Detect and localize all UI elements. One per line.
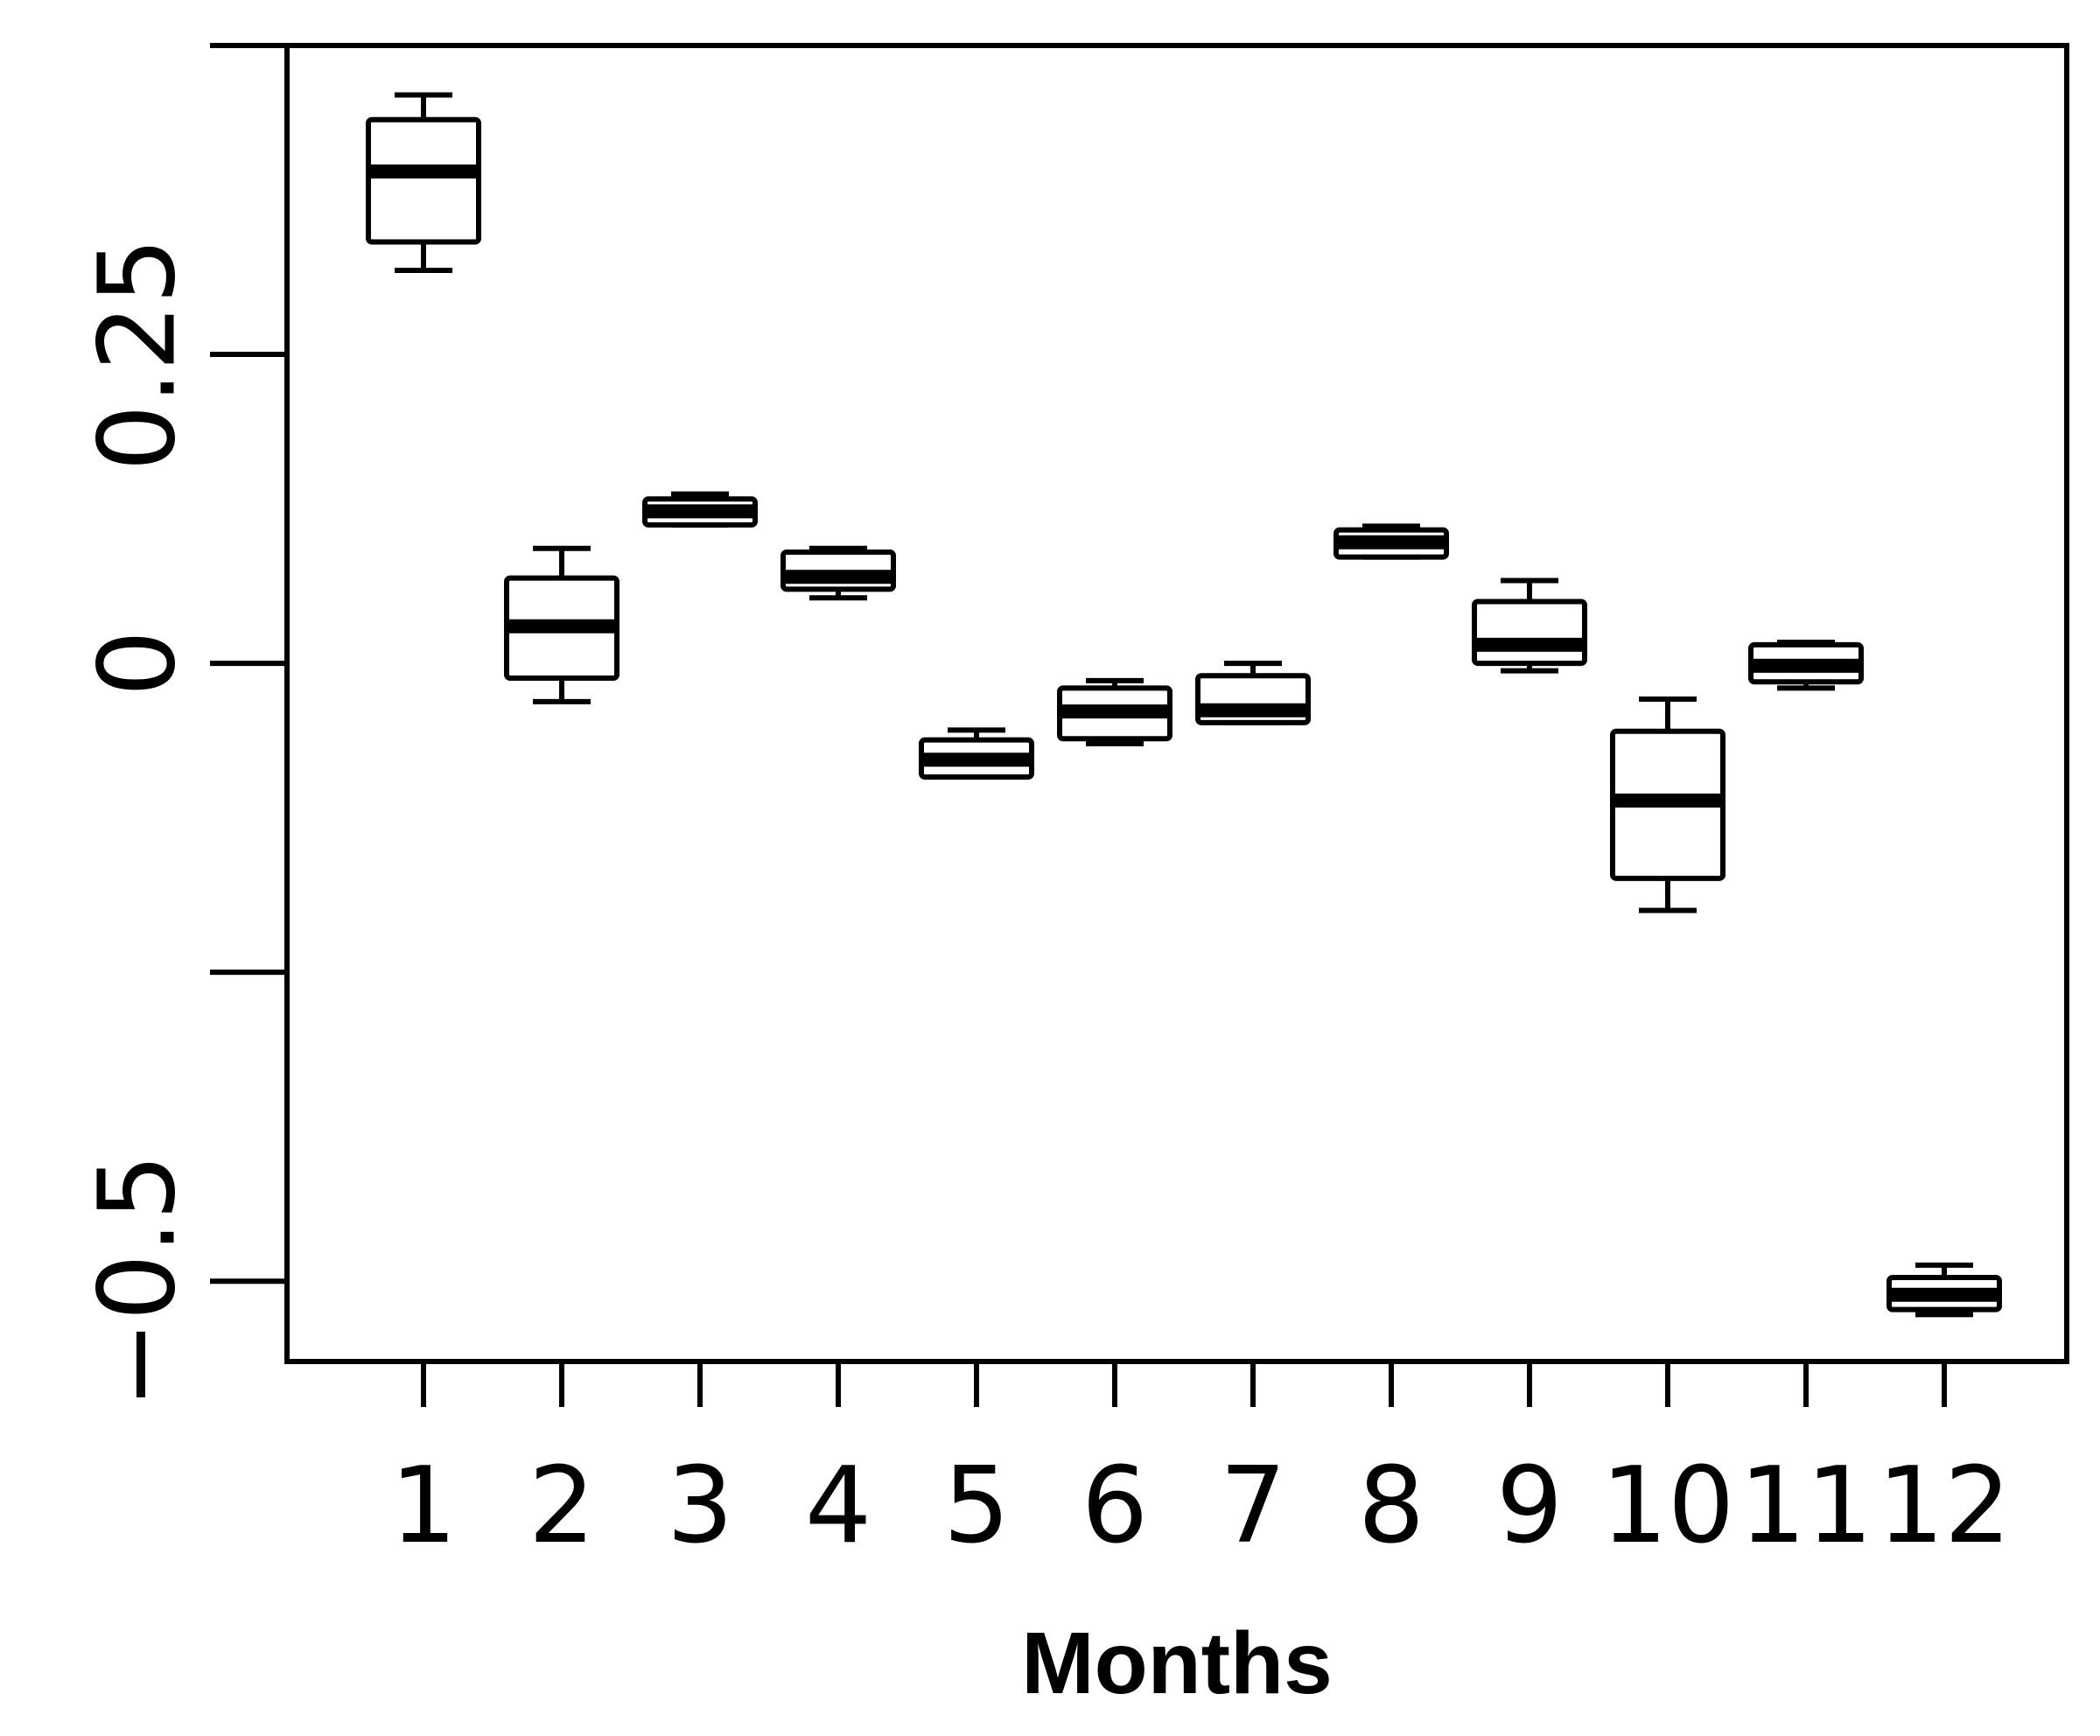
box-month-2 [504, 545, 620, 704]
x-axis: 1 2 3 4 5 6 7 8 9 10 11 12 [390, 1362, 2012, 1567]
x-tick-label: 10 [1601, 1446, 1735, 1567]
boxes [366, 92, 2002, 1318]
x-tick-label: 7 [1220, 1446, 1286, 1567]
box-month-9 [1472, 578, 1587, 674]
box-iqr [1472, 598, 1587, 667]
y-axis: 0.25 0 −0.5 [78, 43, 287, 1409]
x-tick-label: 11 [1740, 1446, 1873, 1567]
box-iqr [366, 116, 481, 245]
box-month-6 [1057, 677, 1172, 746]
box-month-11 [1748, 640, 1864, 691]
x-tick-label: 5 [943, 1446, 1010, 1567]
box-month-5 [919, 727, 1034, 780]
box-month-10 [1610, 696, 1726, 914]
box-month-3 [642, 491, 758, 528]
box-month-4 [780, 545, 896, 601]
box-month-7 [1195, 661, 1311, 725]
box-month-1 [366, 92, 481, 274]
x-tick-label: 8 [1358, 1446, 1424, 1567]
x-tick-label: 3 [667, 1446, 733, 1567]
x-tick-label: 12 [1878, 1446, 2012, 1567]
box-month-8 [1334, 523, 1449, 560]
x-tick-label: 6 [1082, 1446, 1148, 1567]
x-tick-label: 4 [805, 1446, 872, 1567]
x-tick-label: 1 [390, 1446, 457, 1567]
y-tick-label: 0.25 [78, 237, 200, 471]
x-tick-label: 9 [1496, 1446, 1563, 1567]
plot-frame [284, 43, 2069, 1364]
box-month-12 [1886, 1262, 2002, 1318]
y-tick-label: −0.5 [78, 1154, 200, 1409]
y-tick-label: 0 [78, 630, 200, 696]
x-axis-label: Months [1021, 1614, 1332, 1712]
x-tick-label: 2 [528, 1446, 595, 1567]
